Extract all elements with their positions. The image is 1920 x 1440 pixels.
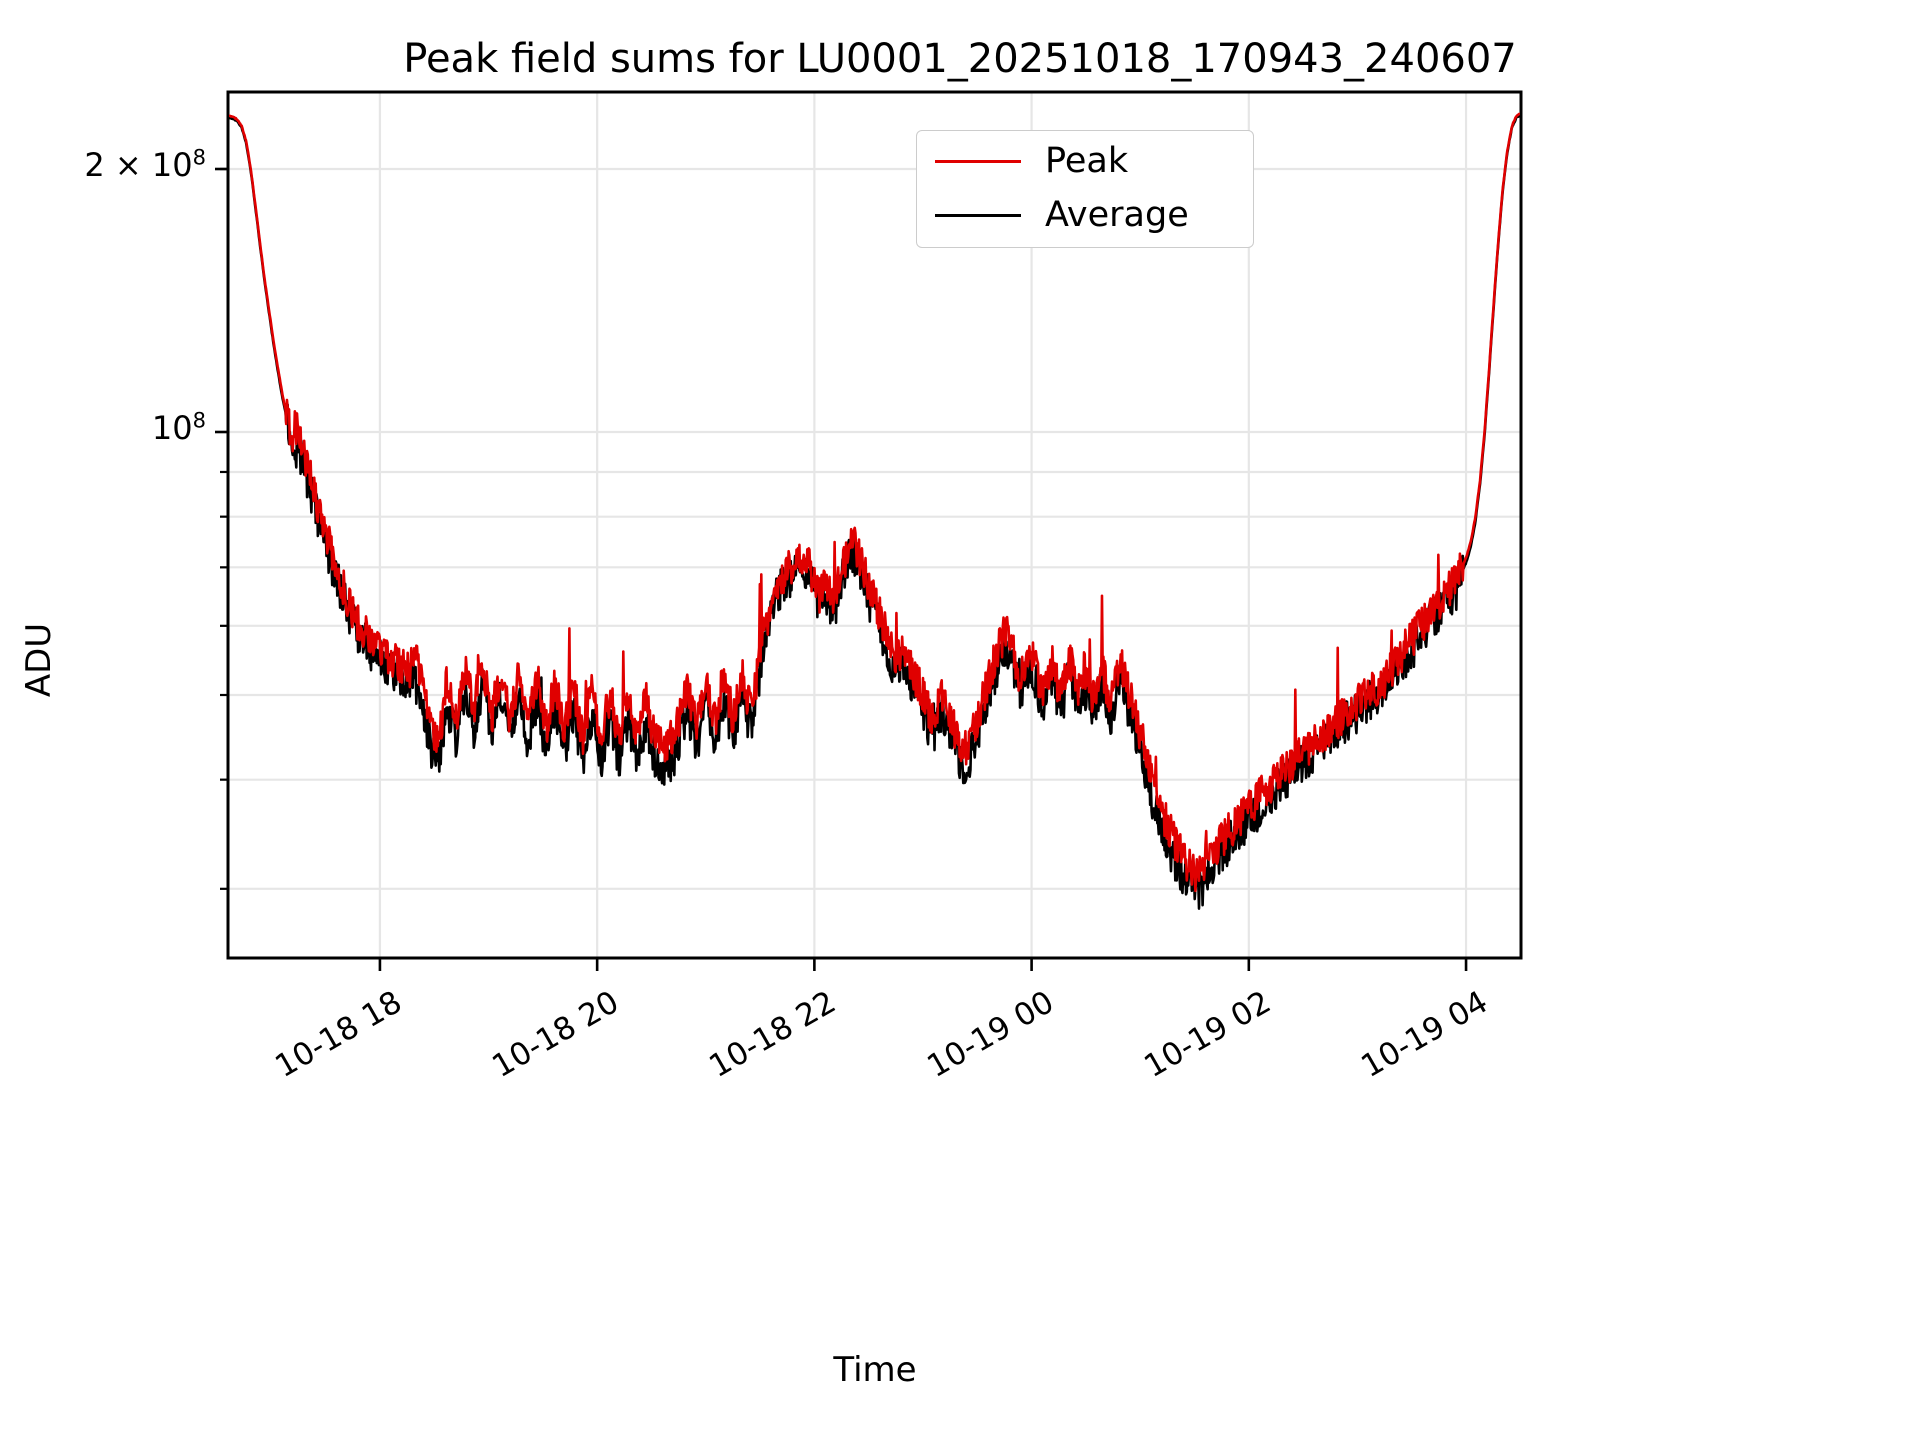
plot-frame — [226, 90, 1523, 960]
legend-label-average: Average — [1045, 195, 1189, 235]
legend-item-average[interactable]: Average — [917, 189, 1253, 241]
y-axis-label: ADU — [19, 622, 59, 698]
series-line-peak — [229, 112, 1520, 893]
y-tick-label: 2 × 108 — [84, 145, 206, 184]
legend-item-peak[interactable]: Peak — [917, 135, 1253, 187]
grid-lines — [228, 92, 1521, 958]
axis-ticks — [215, 167, 1468, 971]
legend-swatch-average — [935, 213, 1021, 217]
x-axis-label: Time — [833, 1350, 917, 1390]
chart-title: Peak field sums for LU0001_20251018_1709… — [403, 36, 1517, 82]
y-tick-label: 108 — [151, 408, 206, 447]
legend-label-peak: Peak — [1045, 141, 1129, 181]
legend-swatch-peak — [935, 159, 1021, 163]
series-line-average — [229, 113, 1520, 910]
legend[interactable]: Peak Average — [916, 130, 1254, 248]
